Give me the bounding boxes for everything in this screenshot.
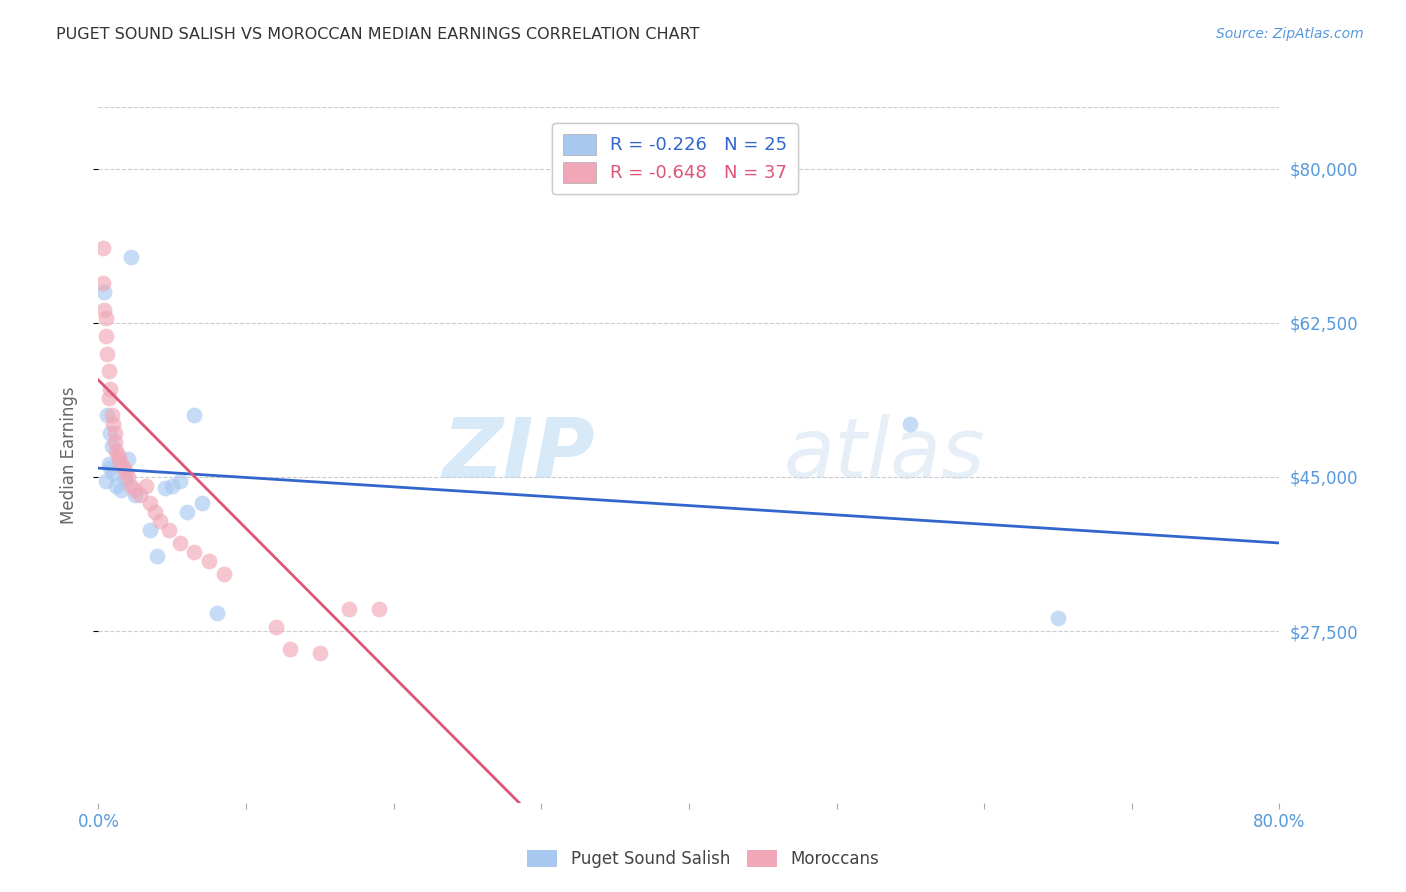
Point bbox=[368, 602, 391, 616]
Point bbox=[112, 461, 135, 475]
Point bbox=[93, 302, 115, 317]
Point bbox=[104, 434, 127, 449]
Point bbox=[183, 409, 205, 423]
Point bbox=[264, 620, 287, 634]
Point bbox=[98, 382, 121, 396]
Point bbox=[96, 346, 118, 360]
Point bbox=[115, 466, 138, 480]
Point bbox=[91, 241, 114, 255]
Point bbox=[120, 479, 142, 493]
Point bbox=[205, 607, 228, 621]
Point bbox=[114, 472, 136, 486]
Y-axis label: Median Earnings: Median Earnings bbox=[59, 386, 77, 524]
Point bbox=[212, 566, 235, 581]
Point bbox=[98, 461, 121, 475]
Point bbox=[97, 457, 120, 471]
Point bbox=[107, 448, 129, 462]
Point bbox=[94, 311, 117, 326]
Point bbox=[191, 496, 214, 510]
Point bbox=[176, 505, 198, 519]
Point bbox=[97, 364, 120, 378]
Point bbox=[94, 329, 117, 343]
Point bbox=[139, 496, 162, 510]
Text: atlas: atlas bbox=[783, 415, 986, 495]
Point bbox=[110, 457, 132, 471]
Point bbox=[103, 417, 125, 431]
Point bbox=[153, 481, 176, 495]
Point bbox=[157, 523, 180, 537]
Point bbox=[117, 452, 139, 467]
Point bbox=[110, 483, 132, 497]
Point bbox=[98, 425, 121, 440]
Point bbox=[339, 602, 360, 616]
Point bbox=[93, 285, 115, 299]
Point bbox=[94, 475, 117, 489]
Point bbox=[149, 514, 172, 528]
Point bbox=[900, 417, 922, 431]
Text: Source: ZipAtlas.com: Source: ZipAtlas.com bbox=[1216, 27, 1364, 41]
Point bbox=[108, 452, 131, 467]
Point bbox=[105, 443, 128, 458]
Point bbox=[162, 479, 183, 493]
Point bbox=[128, 487, 150, 501]
Point bbox=[146, 549, 169, 564]
Legend: R = -0.226   N = 25, R = -0.648   N = 37: R = -0.226 N = 25, R = -0.648 N = 37 bbox=[553, 123, 799, 194]
Point bbox=[100, 409, 122, 423]
Point bbox=[135, 479, 157, 493]
Point bbox=[117, 470, 139, 484]
Point bbox=[278, 641, 302, 656]
Point bbox=[183, 545, 205, 559]
Point bbox=[100, 439, 122, 453]
Point bbox=[105, 479, 128, 493]
Point bbox=[103, 466, 125, 480]
Point bbox=[169, 475, 191, 489]
Point bbox=[124, 483, 146, 497]
Point bbox=[309, 646, 332, 660]
Point bbox=[120, 250, 142, 264]
Point bbox=[1046, 611, 1069, 625]
Legend: Puget Sound Salish, Moroccans: Puget Sound Salish, Moroccans bbox=[520, 843, 886, 875]
Point bbox=[96, 409, 118, 423]
Point bbox=[97, 391, 120, 405]
Point bbox=[124, 487, 146, 501]
Point bbox=[139, 523, 162, 537]
Point bbox=[91, 276, 114, 290]
Text: PUGET SOUND SALISH VS MOROCCAN MEDIAN EARNINGS CORRELATION CHART: PUGET SOUND SALISH VS MOROCCAN MEDIAN EA… bbox=[56, 27, 700, 42]
Text: ZIP: ZIP bbox=[441, 415, 595, 495]
Point bbox=[169, 536, 191, 550]
Point bbox=[198, 553, 221, 567]
Point bbox=[143, 505, 166, 519]
Point bbox=[104, 425, 127, 440]
